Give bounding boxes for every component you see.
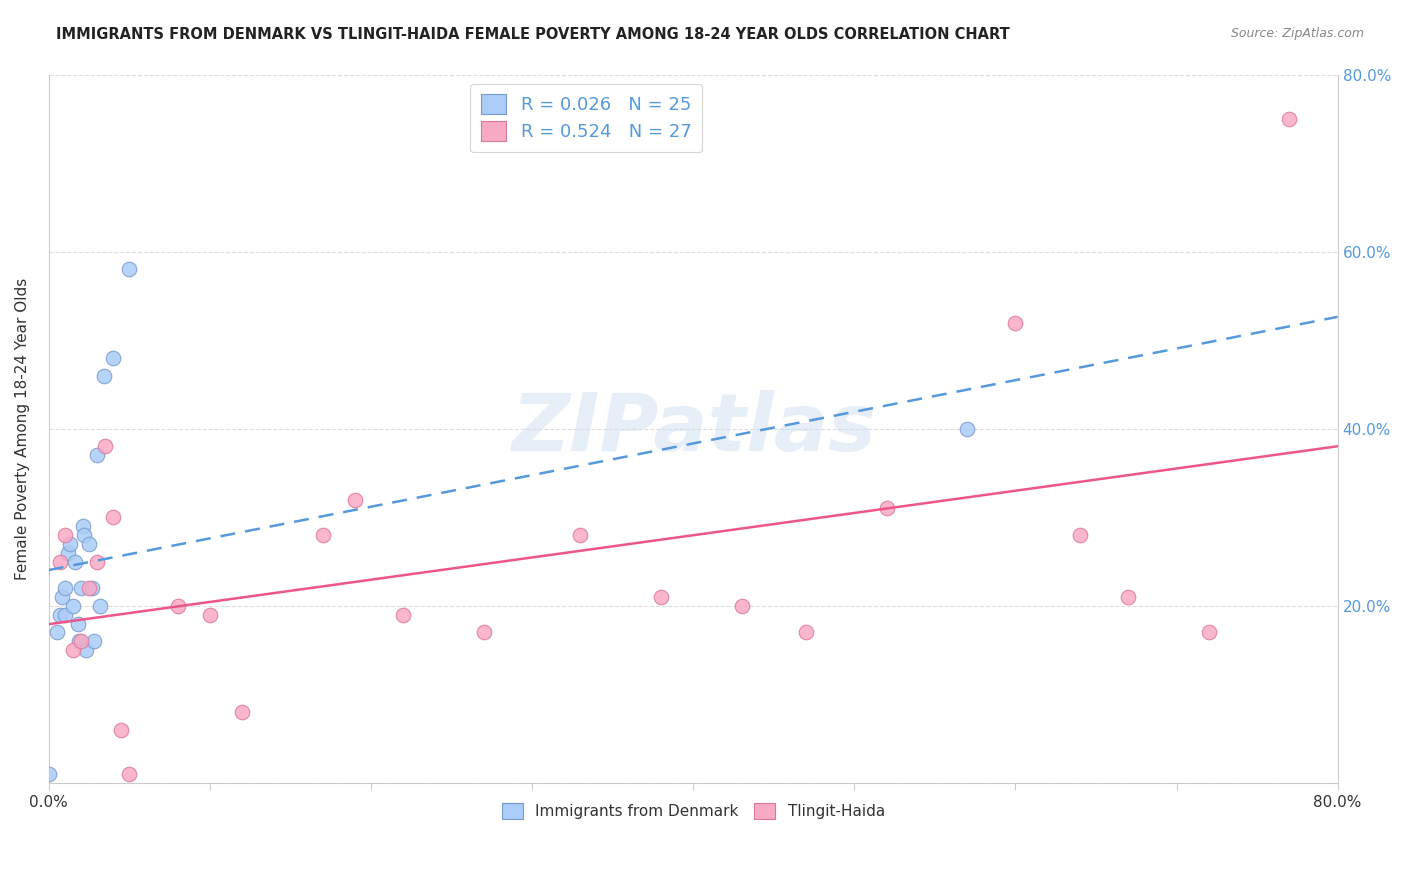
Point [1198, 625, 1220, 640]
Point [63, 555, 86, 569]
Point [569, 528, 592, 542]
Point [59, 537, 82, 551]
Point [56, 546, 79, 560]
Point [62, 643, 84, 657]
Text: ZIPatlas: ZIPatlas [510, 390, 876, 467]
Y-axis label: Female Poverty Among 18-24 Year Olds: Female Poverty Among 18-24 Year Olds [15, 277, 30, 580]
Point [77, 581, 100, 595]
Point [103, 351, 125, 365]
Point [94, 440, 117, 454]
Point [93, 368, 115, 383]
Point [77, 537, 100, 551]
Point [86, 448, 108, 462]
Point [53, 607, 76, 622]
Point [72, 519, 94, 533]
Point [83, 634, 105, 648]
Point [73, 528, 96, 542]
Point [66, 616, 89, 631]
Point [231, 705, 253, 719]
Text: Source: ZipAtlas.com: Source: ZipAtlas.com [1230, 27, 1364, 40]
Point [198, 607, 221, 622]
Point [392, 607, 415, 622]
Point [70, 581, 93, 595]
Point [1278, 112, 1301, 126]
Point [49, 555, 72, 569]
Point [53, 528, 76, 542]
Point [118, 767, 141, 781]
Point [956, 422, 979, 436]
Point [794, 625, 817, 640]
Point [49, 607, 72, 622]
Point [876, 501, 898, 516]
Point [53, 581, 76, 595]
Point [45, 625, 67, 640]
Text: IMMIGRANTS FROM DENMARK VS TLINGIT-HAIDA FEMALE POVERTY AMONG 18-24 YEAR OLDS CO: IMMIGRANTS FROM DENMARK VS TLINGIT-HAIDA… [56, 27, 1010, 42]
Point [311, 528, 333, 542]
Point [118, 262, 141, 277]
Point [472, 625, 495, 640]
Point [1004, 316, 1026, 330]
Legend: Immigrants from Denmark, Tlingit-Haida: Immigrants from Denmark, Tlingit-Haida [495, 797, 891, 825]
Point [51, 590, 73, 604]
Point [166, 599, 188, 613]
Point [86, 555, 108, 569]
Point [650, 590, 672, 604]
Point [110, 723, 132, 737]
Point [730, 599, 752, 613]
Point [62, 599, 84, 613]
Point [343, 492, 366, 507]
Point [89, 599, 111, 613]
Point [67, 634, 90, 648]
Point [1116, 590, 1139, 604]
Point [70, 634, 93, 648]
Point [75, 643, 97, 657]
Point [1069, 528, 1091, 542]
Point [82, 581, 104, 595]
Point [38, 767, 60, 781]
Point [103, 510, 125, 524]
